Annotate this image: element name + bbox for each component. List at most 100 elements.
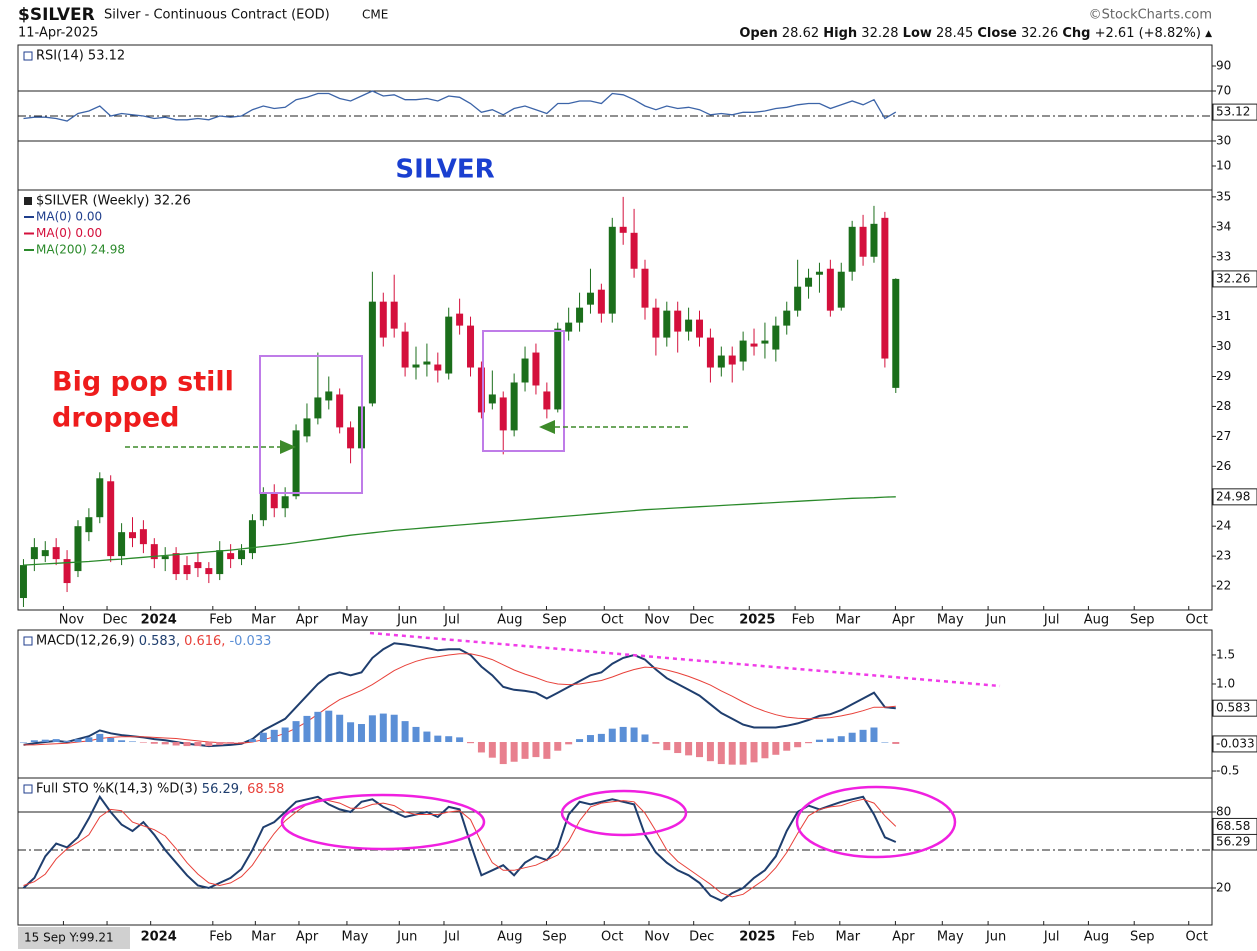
candle-body <box>663 310 671 338</box>
x-tick-label: Sep <box>1130 613 1155 628</box>
value-label-box <box>1212 699 1257 717</box>
candle-body <box>19 565 27 599</box>
histogram-bar <box>761 742 769 759</box>
y-tick-label: 22 <box>1216 579 1231 593</box>
line-series <box>23 90 897 122</box>
highlight-ellipse <box>795 785 957 859</box>
y-tick-label: 20 <box>1216 880 1231 894</box>
histogram-bar <box>19 742 27 743</box>
symbol: $SILVER <box>18 5 95 25</box>
value-label: 32.26 <box>1216 271 1250 285</box>
x-tick-label: Oct <box>1185 930 1207 945</box>
quote-label: Chg <box>1062 26 1090 41</box>
line-series <box>22 794 897 902</box>
y-tick-label: 33 <box>1216 249 1231 263</box>
y-tick-label: 30 <box>1216 134 1231 148</box>
histogram-bar <box>521 742 529 759</box>
x-tick-label: 2025 <box>739 613 775 628</box>
candle-body <box>499 397 507 431</box>
x-tick-label: Feb <box>209 930 232 945</box>
x-tick-label: Jul <box>1043 613 1060 628</box>
histogram-bar <box>52 739 60 743</box>
arrowhead <box>280 440 296 454</box>
candle-body <box>641 268 649 308</box>
candle-body <box>467 325 475 368</box>
quote-label: Close <box>977 26 1017 41</box>
candle-body <box>139 529 147 545</box>
candle-body <box>826 268 834 311</box>
candle-body <box>172 553 180 575</box>
value-label-box <box>1212 735 1257 753</box>
candle-body <box>128 532 136 539</box>
x-tick-label: Mar <box>836 930 861 945</box>
exchange: CME <box>362 8 388 22</box>
quote-value: 32.26 <box>1021 26 1058 41</box>
quote-value: 32.28 <box>861 26 898 41</box>
candle-body <box>739 340 747 362</box>
x-tick-label: Feb <box>792 930 815 945</box>
value-label-box <box>1212 817 1257 835</box>
candle-body <box>183 565 191 575</box>
candle-body <box>270 493 278 509</box>
histogram-bar <box>63 740 71 743</box>
x-tick-label: May <box>937 613 964 628</box>
candle-body <box>303 418 311 437</box>
value-label-box <box>1212 103 1257 121</box>
x-tick-label: Dec <box>102 613 127 628</box>
histogram-bar <box>401 721 409 743</box>
histogram-bar <box>859 729 867 743</box>
candle-body <box>674 310 682 332</box>
candle-body <box>772 325 780 350</box>
candle-body <box>227 553 235 560</box>
histogram-bar <box>597 733 605 743</box>
line-series <box>23 653 896 746</box>
histogram-bar <box>368 715 376 743</box>
candle-body <box>52 547 60 560</box>
histogram-bar <box>870 727 878 743</box>
candle-body <box>161 556 169 560</box>
y-tick-label: 23 <box>1216 549 1231 563</box>
candle-body <box>96 478 104 518</box>
y-tick-label: 70 <box>1216 84 1231 98</box>
candle-body <box>554 328 562 410</box>
cursor-box <box>18 927 130 949</box>
histogram-bar <box>248 739 256 743</box>
candle-body <box>870 223 878 257</box>
histogram-bar <box>848 732 856 743</box>
candle-body <box>390 301 398 329</box>
candle-body <box>532 352 540 386</box>
legend: Full STO %K(14,3) %D(3) 56.29, 68.58 <box>36 782 284 797</box>
histogram-bar <box>379 713 387 743</box>
candle-body <box>521 358 529 383</box>
quote-value: +2.61 (+8.82%) <box>1095 26 1201 41</box>
candle-body <box>576 307 584 323</box>
value-label: 68.58 <box>1216 819 1250 833</box>
x-tick-label: Apr <box>296 930 319 945</box>
x-tick-label: Mar <box>251 613 276 628</box>
x-tick-label: Jun <box>396 613 417 628</box>
x-tick-label: Sep <box>542 930 567 945</box>
date: 11-Apr-2025 <box>18 26 98 41</box>
quote-value: 28.62 <box>782 26 819 41</box>
annotation-note: dropped <box>52 403 180 434</box>
x-tick-label: Feb <box>792 613 815 628</box>
y-tick-label: 1.5 <box>1216 647 1235 661</box>
y-tick-label: 10 <box>1216 159 1231 173</box>
x-tick-label: Jul <box>443 613 460 628</box>
candle-body <box>205 568 213 575</box>
histogram-bar <box>510 742 518 762</box>
histogram-bar <box>41 739 49 743</box>
histogram-bar <box>281 727 289 743</box>
candle-body <box>706 337 714 368</box>
legend-value: -0.033 <box>229 634 271 649</box>
x-tick-label: Sep <box>1130 930 1155 945</box>
histogram-bar <box>619 726 627 743</box>
x-tick-label: Apr <box>296 613 319 628</box>
quote-label: High <box>823 26 857 41</box>
x-tick-label: May <box>341 930 368 945</box>
candle-body <box>445 316 453 374</box>
candle-body <box>216 550 224 575</box>
histogram-bar <box>576 739 584 743</box>
candle-body <box>510 382 518 431</box>
legend: $SILVER (Weekly) 32.26 <box>36 194 191 209</box>
